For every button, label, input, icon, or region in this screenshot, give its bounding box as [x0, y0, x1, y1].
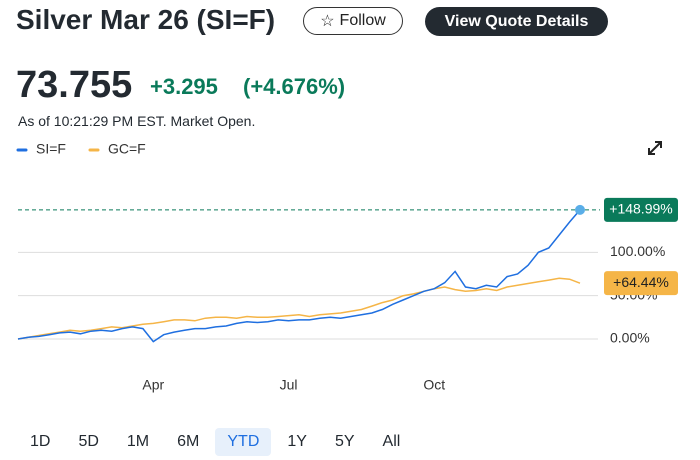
- series-line: [17, 277, 581, 340]
- range-bar: 1D 5D 1M 6M YTD 1Y 5Y All: [18, 428, 412, 456]
- range-button[interactable]: 5Y: [334, 433, 355, 450]
- x-tick-label: Apr: [142, 377, 164, 393]
- range-button[interactable]: 6M: [177, 433, 200, 450]
- chart: SI=FGC=F0.00%50.00%100.00%AprJulOct+148.…: [16, 141, 678, 393]
- x-tick-label: Jul: [280, 377, 298, 393]
- change-pct: (+4.676%): [243, 74, 346, 99]
- legend-label: SI=F: [36, 141, 66, 157]
- range-button[interactable]: YTD: [215, 428, 272, 456]
- follow-label: Follow: [339, 12, 386, 29]
- legend-label: GC=F: [108, 141, 146, 157]
- y-tick-label: 0.00%: [610, 330, 650, 346]
- expand-icon[interactable]: [648, 141, 662, 155]
- change: +3.295: [150, 74, 218, 99]
- range-button[interactable]: 1D: [30, 433, 51, 450]
- price: 73.755: [16, 64, 133, 106]
- star-icon: ☆: [320, 13, 335, 30]
- timestamp: As of 10:21:29 PM EST. Market Open.: [18, 113, 256, 129]
- x-tick-label: Oct: [423, 377, 445, 393]
- last-point: [575, 204, 585, 215]
- range-button[interactable]: All: [382, 433, 401, 450]
- end-badge: [604, 197, 678, 222]
- details-button[interactable]: View Quote Details: [425, 7, 608, 36]
- range-button[interactable]: 1Y: [287, 433, 307, 450]
- follow-button[interactable]: ☆ Follow: [303, 7, 403, 35]
- series-line: [17, 209, 581, 343]
- y-tick-label: 100.00%: [610, 243, 665, 259]
- end-badge: [604, 271, 678, 296]
- title: Silver Mar 26 (SI=F): [16, 4, 276, 35]
- range-button[interactable]: 5D: [78, 433, 99, 450]
- end-label: +64.44%: [613, 274, 669, 290]
- range-button[interactable]: 1M: [126, 433, 150, 450]
- end-label: +148.99%: [609, 201, 672, 217]
